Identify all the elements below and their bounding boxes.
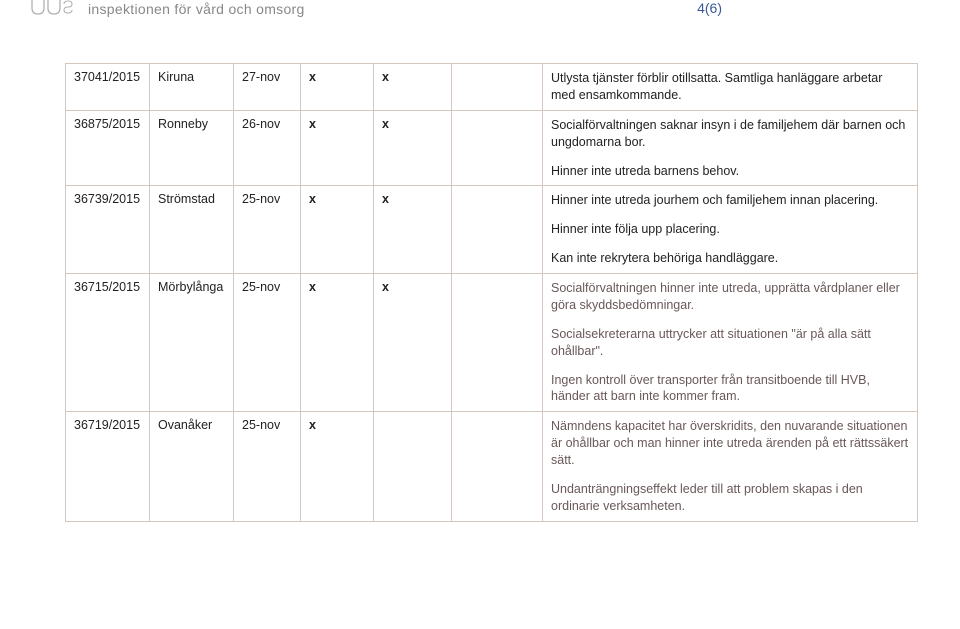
- desc-paragraph: Hinner inte utreda jourhem och familjehe…: [551, 192, 909, 209]
- case-id: 36875/2015: [66, 110, 150, 186]
- mark-2: x: [374, 274, 452, 412]
- org-name: inspektionen för vård och omsorg: [88, 1, 305, 17]
- page-header: inspektionen för vård och omsorg 4(6): [0, 0, 960, 30]
- description: Hinner inte utreda jourhem och familjehe…: [543, 186, 918, 274]
- description: Nämndens kapacitet har överskridits, den…: [543, 412, 918, 521]
- desc-paragraph: Hinner inte följa upp placering.: [551, 221, 909, 238]
- mark-3: [452, 274, 543, 412]
- page-number: 4(6): [697, 0, 722, 16]
- description: Socialförvaltningen hinner inte utreda, …: [543, 274, 918, 412]
- mark-2: x: [374, 64, 452, 111]
- municipality: Ronneby: [150, 110, 234, 186]
- desc-paragraph: Hinner inte utreda barnens behov.: [551, 163, 909, 180]
- mark-2: x: [374, 186, 452, 274]
- desc-paragraph: Socialförvaltningen saknar insyn i de fa…: [551, 117, 909, 151]
- description: Utlysta tjänster förblir otillsatta. Sam…: [543, 64, 918, 111]
- date: 25-nov: [234, 186, 301, 274]
- mark-1: x: [301, 274, 374, 412]
- municipality: Kiruna: [150, 64, 234, 111]
- case-id: 36739/2015: [66, 186, 150, 274]
- desc-paragraph: Socialsekreterarna uttrycker att situati…: [551, 326, 909, 360]
- mark-3: [452, 110, 543, 186]
- mark-3: [452, 412, 543, 521]
- municipality: Ovanåker: [150, 412, 234, 521]
- description: Socialförvaltningen saknar insyn i de fa…: [543, 110, 918, 186]
- case-id: 37041/2015: [66, 64, 150, 111]
- desc-paragraph: Socialförvaltningen hinner inte utreda, …: [551, 280, 909, 314]
- mark-1: x: [301, 64, 374, 111]
- table-row: 37041/2015Kiruna27-novxxUtlysta tjänster…: [66, 64, 918, 111]
- desc-paragraph: Undanträngningseffekt leder till att pro…: [551, 481, 909, 515]
- mark-2: [374, 412, 452, 521]
- mark-3: [452, 64, 543, 111]
- mark-1: x: [301, 110, 374, 186]
- desc-paragraph: Kan inte rekrytera behöriga handläggare.: [551, 250, 909, 267]
- desc-paragraph: Nämndens kapacitet har överskridits, den…: [551, 418, 909, 469]
- cases-table: 37041/2015Kiruna27-novxxUtlysta tjänster…: [65, 63, 918, 522]
- mark-3: [452, 186, 543, 274]
- municipality: Mörbylånga: [150, 274, 234, 412]
- date: 27-nov: [234, 64, 301, 111]
- table-row: 36739/2015Strömstad25-novxxHinner inte u…: [66, 186, 918, 274]
- logo-icon: [30, 0, 78, 18]
- logo-area: inspektionen för vård och omsorg: [0, 0, 305, 18]
- table-row: 36875/2015Ronneby26-novxxSocialförvaltni…: [66, 110, 918, 186]
- desc-paragraph: Ingen kontroll över transporter från tra…: [551, 372, 909, 406]
- table-row: 36719/2015Ovanåker25-novx Nämndens kapaci…: [66, 412, 918, 521]
- table-row: 36715/2015Mörbylånga25-novxxSocialförval…: [66, 274, 918, 412]
- date: 25-nov: [234, 274, 301, 412]
- mark-2: x: [374, 110, 452, 186]
- mark-1: x: [301, 186, 374, 274]
- date: 26-nov: [234, 110, 301, 186]
- case-id: 36715/2015: [66, 274, 150, 412]
- desc-paragraph: Utlysta tjänster förblir otillsatta. Sam…: [551, 70, 909, 104]
- date: 25-nov: [234, 412, 301, 521]
- mark-1: x: [301, 412, 374, 521]
- municipality: Strömstad: [150, 186, 234, 274]
- case-id: 36719/2015: [66, 412, 150, 521]
